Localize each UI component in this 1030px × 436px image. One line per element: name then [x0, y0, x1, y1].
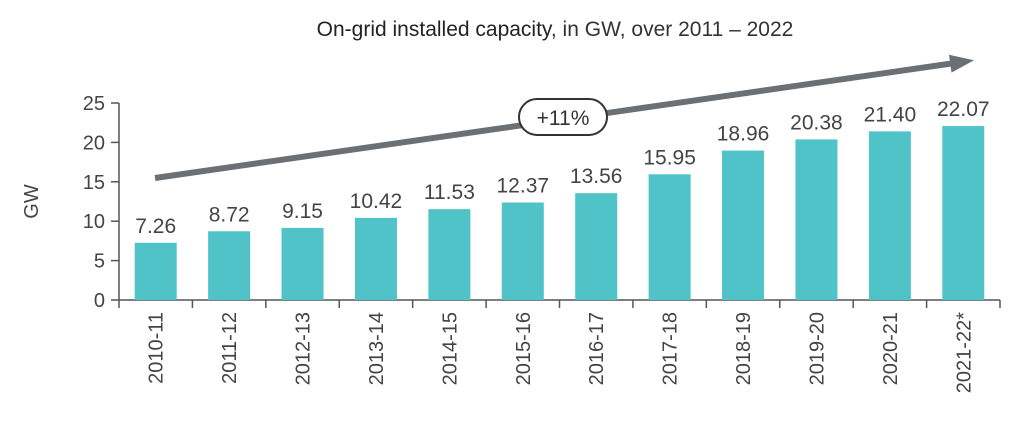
- bar: [942, 126, 985, 300]
- growth-badge: [518, 98, 608, 136]
- category-label: 2017-18: [660, 312, 682, 385]
- data-label: 18.96: [717, 123, 770, 146]
- bar: [648, 174, 691, 300]
- category-label: 2015-16: [513, 312, 535, 385]
- y-axis-title: GW: [21, 184, 43, 219]
- bar: [208, 231, 251, 300]
- data-label: 9.15: [282, 200, 323, 223]
- bar: [501, 202, 544, 300]
- category-label: 2013-14: [366, 312, 388, 385]
- category-label: 2020-21: [880, 312, 902, 385]
- data-label: 21.40: [864, 103, 917, 126]
- data-label: 10.42: [350, 190, 403, 213]
- bar: [281, 227, 324, 300]
- category-label: 2021-22*: [953, 312, 975, 393]
- data-label: 7.26: [135, 215, 176, 238]
- axis-layer: 0 5 10 15 20 25 GW 2010-11 2011-12 2012-13 2013-14…: [21, 93, 1001, 393]
- data-label: 12.37: [497, 175, 550, 198]
- y-tick-label: 0: [94, 290, 105, 312]
- bar: [795, 139, 838, 300]
- data-label: 11.53: [424, 181, 475, 204]
- data-label: 22.07: [937, 98, 990, 121]
- y-tick-label: 20: [83, 132, 105, 154]
- y-tick-label: 5: [94, 251, 105, 273]
- y-tick-label: 15: [83, 172, 105, 194]
- growth-badge-text: +11%: [537, 107, 590, 130]
- bar: [134, 242, 177, 300]
- bar: [722, 150, 765, 300]
- bar: [575, 193, 618, 300]
- data-label: 13.56: [570, 165, 623, 188]
- category-label: 2012-13: [293, 312, 315, 385]
- y-tick-label: 25: [83, 93, 105, 115]
- y-tick-label: 10: [83, 211, 105, 233]
- data-label: 8.72: [209, 203, 250, 226]
- bar: [354, 217, 397, 300]
- data-label: 15.95: [643, 146, 696, 169]
- chart-title: On-grid installed capacity, in GW, over …: [0, 18, 1030, 42]
- category-label: 2011-12: [219, 312, 241, 384]
- chart-title-rest: , in GW, over 2011 – 2022: [550, 18, 794, 41]
- data-label: 20.38: [790, 111, 843, 134]
- chart-title-main: On-grid installed capacity: [316, 18, 551, 41]
- bar: [428, 209, 471, 300]
- bar: [868, 131, 911, 300]
- growth-arrow: +11%: [154, 54, 974, 181]
- category-label: 2016-17: [586, 312, 608, 385]
- category-label: 2018-19: [733, 312, 755, 385]
- bar-layer: 7.26 8.72 9.15 10.42 11.53 12.37 13.56 15.95 18.…: [134, 98, 990, 300]
- growth-arrow-head: [948, 54, 974, 73]
- category-label: 2010-11: [146, 312, 168, 384]
- category-label: 2019-20: [806, 312, 828, 385]
- category-label: 2014-15: [439, 312, 461, 385]
